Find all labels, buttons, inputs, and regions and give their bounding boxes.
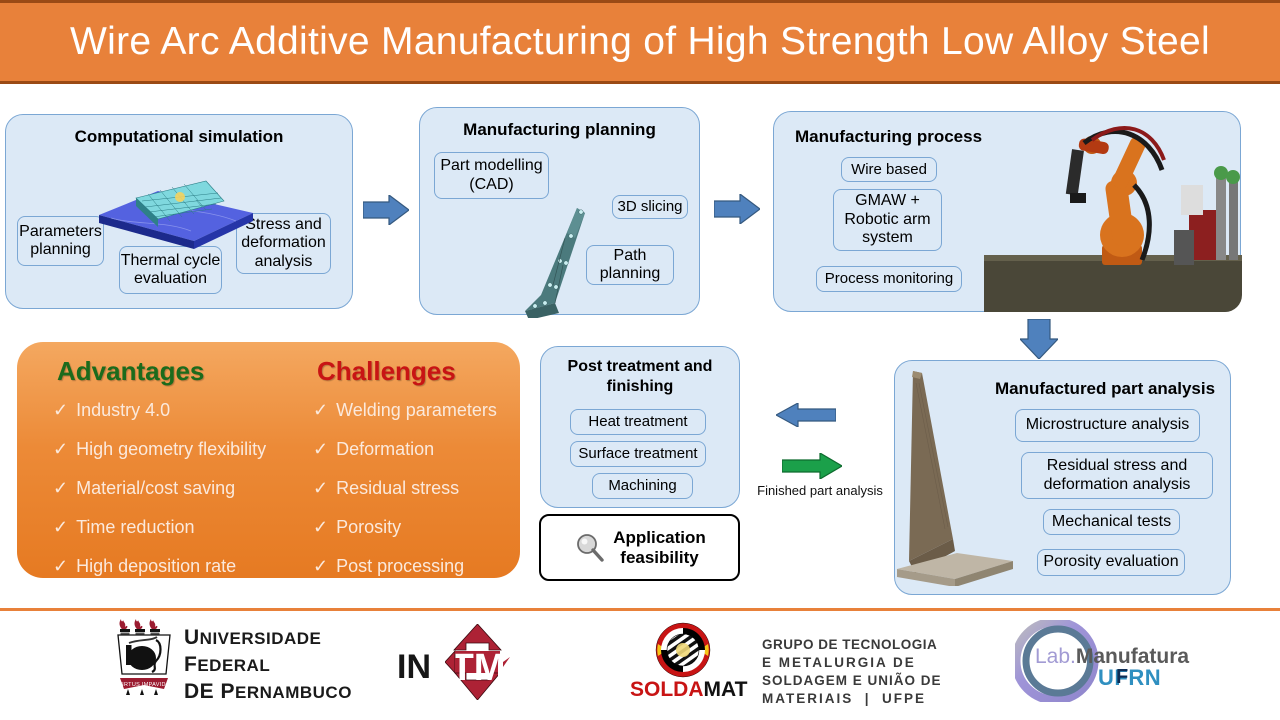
svg-text:VIRTUS IMPAVIDA: VIRTUS IMPAVIDA [118,682,170,688]
